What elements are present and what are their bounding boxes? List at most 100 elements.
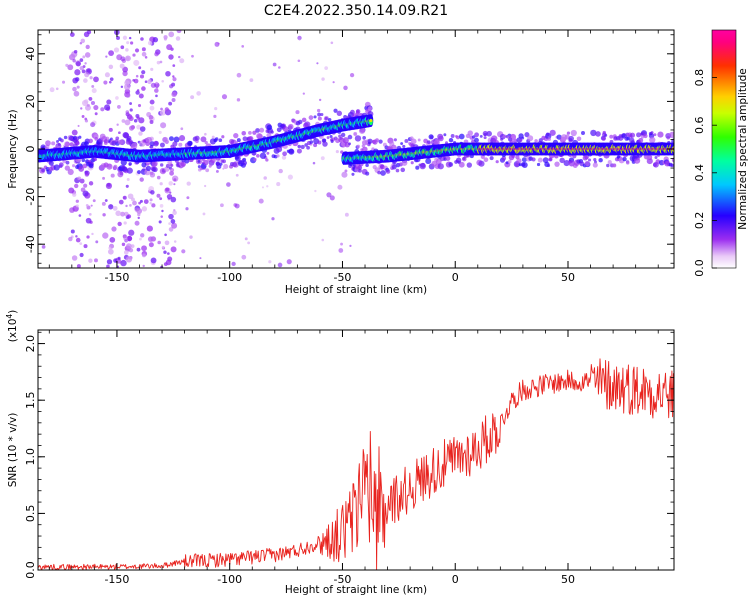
halo-blob <box>88 163 94 169</box>
y-tick-label: 20 <box>24 94 37 108</box>
noise-blob <box>41 244 46 249</box>
halo-blob <box>367 138 373 144</box>
noise-blob <box>71 129 78 136</box>
noise-blob <box>123 250 129 255</box>
noise-blob <box>156 193 161 198</box>
noise-blob <box>116 259 121 264</box>
noise-blob <box>120 211 126 217</box>
spectrogram-x-axis-label: Height of straight line (km) <box>285 284 427 296</box>
noise-blob <box>321 238 325 242</box>
halo-blob <box>450 134 455 138</box>
noise-blob <box>165 259 172 266</box>
halo-blob <box>114 139 119 144</box>
halo-blob <box>531 157 536 162</box>
noise-blob <box>125 184 129 188</box>
halo-blob <box>94 157 98 162</box>
halo-blob <box>612 163 617 168</box>
noise-blob <box>235 173 239 177</box>
noise-blob <box>329 195 335 201</box>
noise-blob <box>196 91 201 96</box>
noise-blob <box>215 169 219 173</box>
halo-blob <box>400 142 404 146</box>
noise-blob <box>149 105 155 111</box>
halo-blob <box>178 142 183 147</box>
halo-blob <box>638 137 644 143</box>
halo-blob <box>566 131 571 135</box>
noise-blob <box>138 93 144 99</box>
noise-blob <box>268 260 272 264</box>
halo-blob <box>113 164 118 169</box>
halo-blob <box>317 140 322 145</box>
halo-blob <box>64 165 71 171</box>
noise-blob <box>79 58 84 62</box>
halo-blob <box>216 161 220 166</box>
halo-blob <box>241 130 247 136</box>
noise-blob <box>344 212 349 217</box>
noise-blob <box>330 41 334 45</box>
halo-blob <box>622 156 627 162</box>
noise-blob <box>94 258 98 263</box>
halo-blob <box>214 137 219 141</box>
snr-panel: -150 -100 -50 0 50 0.0 0.5 1.0 1.5 2.0 Height of… <box>5 310 675 596</box>
x-tick-label: -100 <box>217 573 242 586</box>
halo-blob <box>313 115 317 119</box>
noise-blob <box>318 98 322 102</box>
noise-blob <box>84 62 87 65</box>
noise-blob <box>316 108 321 113</box>
noise-blob <box>111 226 117 232</box>
noise-blob <box>236 98 241 102</box>
halo-blob <box>437 163 444 170</box>
halo-blob <box>448 162 454 167</box>
snr-x-ticks: -150 -100 -50 0 50 <box>48 330 659 586</box>
halo-blob <box>333 108 338 113</box>
halo-blob <box>317 116 322 121</box>
halo-blob <box>151 167 156 172</box>
halo-blob <box>395 168 400 173</box>
halo-blob <box>568 135 574 142</box>
noise-blob <box>117 105 121 109</box>
halo-blob <box>276 154 280 158</box>
halo-blob <box>410 138 417 145</box>
halo-blob <box>501 156 507 161</box>
halo-blob <box>626 136 631 141</box>
noise-blob <box>277 262 283 268</box>
y-tick-label: -40 <box>24 235 37 253</box>
halo-blob <box>242 160 248 166</box>
noise-blob <box>324 66 329 70</box>
noise-blob <box>90 100 96 106</box>
noise-blob <box>349 72 355 78</box>
halo-blob <box>515 154 520 160</box>
noise-blob <box>55 87 59 91</box>
noise-blob <box>154 51 159 57</box>
halo-blob <box>445 141 448 145</box>
halo-blob <box>162 136 169 144</box>
y-tick-label: 1.0 <box>24 448 37 466</box>
noise-blob <box>125 256 133 263</box>
noise-blob <box>75 61 81 67</box>
halo-blob <box>64 141 70 147</box>
noise-blob <box>160 122 167 129</box>
noise-blob <box>148 78 151 82</box>
halo-blob <box>590 129 597 137</box>
snr-y-ticks: 0.0 0.5 1.0 1.5 2.0 <box>24 331 674 579</box>
noise-blob <box>337 184 343 190</box>
noise-blob <box>138 66 142 70</box>
halo-blob <box>433 139 440 146</box>
noise-blob <box>204 184 207 188</box>
halo-blob <box>417 138 421 142</box>
noise-blob <box>80 107 83 110</box>
halo-blob <box>330 139 334 143</box>
halo-blob <box>204 140 208 145</box>
noise-blob <box>185 207 189 211</box>
noise-blob <box>81 99 89 107</box>
halo-blob <box>248 130 252 135</box>
noise-blob <box>159 109 166 116</box>
halo-blob <box>126 167 133 174</box>
snr-frame <box>37 329 675 571</box>
halo-blob <box>282 151 287 157</box>
halo-blob <box>607 160 612 165</box>
halo-blob <box>378 139 383 144</box>
halo-blob <box>527 135 534 142</box>
noise-blob <box>119 63 125 69</box>
noise-blob <box>140 37 144 41</box>
